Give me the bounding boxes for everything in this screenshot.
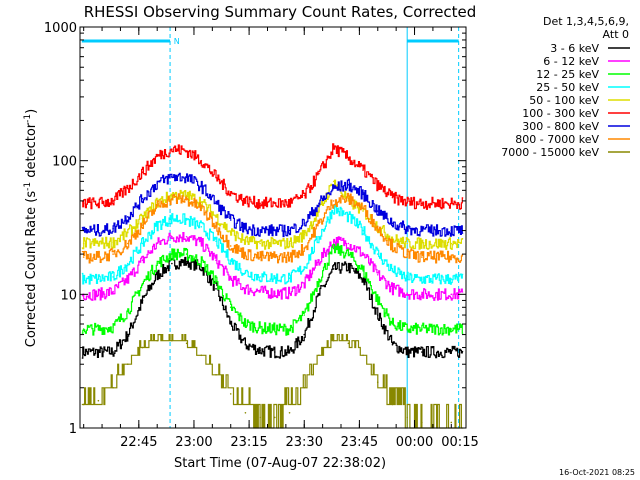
series-6-12-kev [81,232,464,301]
chart-title: RHESSI Observing Summary Count Rates, Co… [84,3,477,21]
data-point [200,226,203,228]
data-point [347,242,350,245]
series-50-100-kev [81,179,464,250]
saa-flag-label: N [174,37,180,46]
series-line-6-12-kev [81,232,464,301]
data-point [303,314,306,316]
data-point [244,411,247,414]
y-tick-label: 10 [60,288,77,303]
data-point [229,219,232,221]
x-tick-label: 23:30 [286,435,323,450]
series-25-50-kev [81,204,464,285]
data-point [362,169,364,171]
series-line-50-100-kev [81,179,464,250]
y-tick-label: 100 [52,155,77,170]
legend-label-3-6-kev: 3 - 6 keV [550,42,599,55]
x-tick-label: 23:45 [341,435,378,450]
data-point [185,235,188,238]
legend-label-25-50-kev: 25 - 50 keV [536,81,599,94]
x-axis: 22:45 23:00 23:15 23:30 23:45 00:00 00:15 [83,27,479,450]
series-line-12-25-kev [81,243,464,336]
data-point [82,256,85,258]
y-axis-label: Corrected Count Rate (s-1 detector-1) [23,109,39,347]
series-300-800-kev [81,172,464,238]
legend-label-6-12-kev: 6 - 12 keV [543,55,599,68]
data-point [332,200,335,202]
data-point [171,262,173,265]
data-point [215,288,217,290]
x-tick-label: 22:45 [120,435,157,450]
y-axis: 1 10 100 1000 [44,21,466,437]
series-12-25-kev [81,243,464,336]
series-line-7000-15000-kev [81,334,464,429]
data-point [450,421,453,424]
data-point [229,393,232,395]
series-line-25-50-kev [81,204,464,285]
data-point [362,210,364,212]
data-point [391,343,394,346]
data-point [406,292,408,294]
data-point [421,256,423,258]
data-point [376,274,379,276]
x-tick-label: 23:15 [230,435,267,450]
series-7000-15000-kev [81,334,464,429]
series-line-3-6-kev [81,256,464,359]
legend-header-2: Att 0 [603,28,629,41]
data-point [97,399,100,402]
legend-label-50-100-kev: 50 - 100 keV [529,94,599,107]
data-point [288,411,291,414]
legend-label-800-7000-kev: 800 - 7000 keV [515,133,599,146]
series-3-6-kev [81,256,464,359]
x-tick-label: 23:00 [175,435,212,450]
legend-label-100-300-kev: 100 - 300 keV [522,107,599,120]
data-point [229,245,232,247]
data-point [259,242,261,245]
data-point [112,253,114,255]
legend-label-7000-15000-kev: 7000 - 15000 keV [501,146,599,159]
legend-label-12-25-kev: 12 - 25 keV [536,68,599,81]
y-tick-label: 1 [69,422,77,437]
series-line-800-7000-kev [81,192,464,264]
data-point [406,242,408,245]
series-100-300-kev [81,143,464,210]
series-line-100-300-kev [81,143,464,210]
timestamp: 16-Oct-2021 08:25 [559,468,635,477]
legend-label-300-800-kev: 300 - 800 keV [522,120,599,133]
x-tick-label: 00:15 [441,435,478,450]
series-800-7000-kev [81,192,464,264]
x-axis-label: Start Time (07-Aug-07 22:38:02) [174,456,386,471]
x-tick-label: 00:00 [396,435,433,450]
plot-frame [79,26,467,429]
legend-header-1: Det 1,3,4,5,6,9, [543,15,629,28]
series-line-300-800-kev [81,172,464,238]
plot-area: N [81,27,464,429]
data-point [450,293,453,296]
y-tick-label: 1000 [44,21,77,36]
